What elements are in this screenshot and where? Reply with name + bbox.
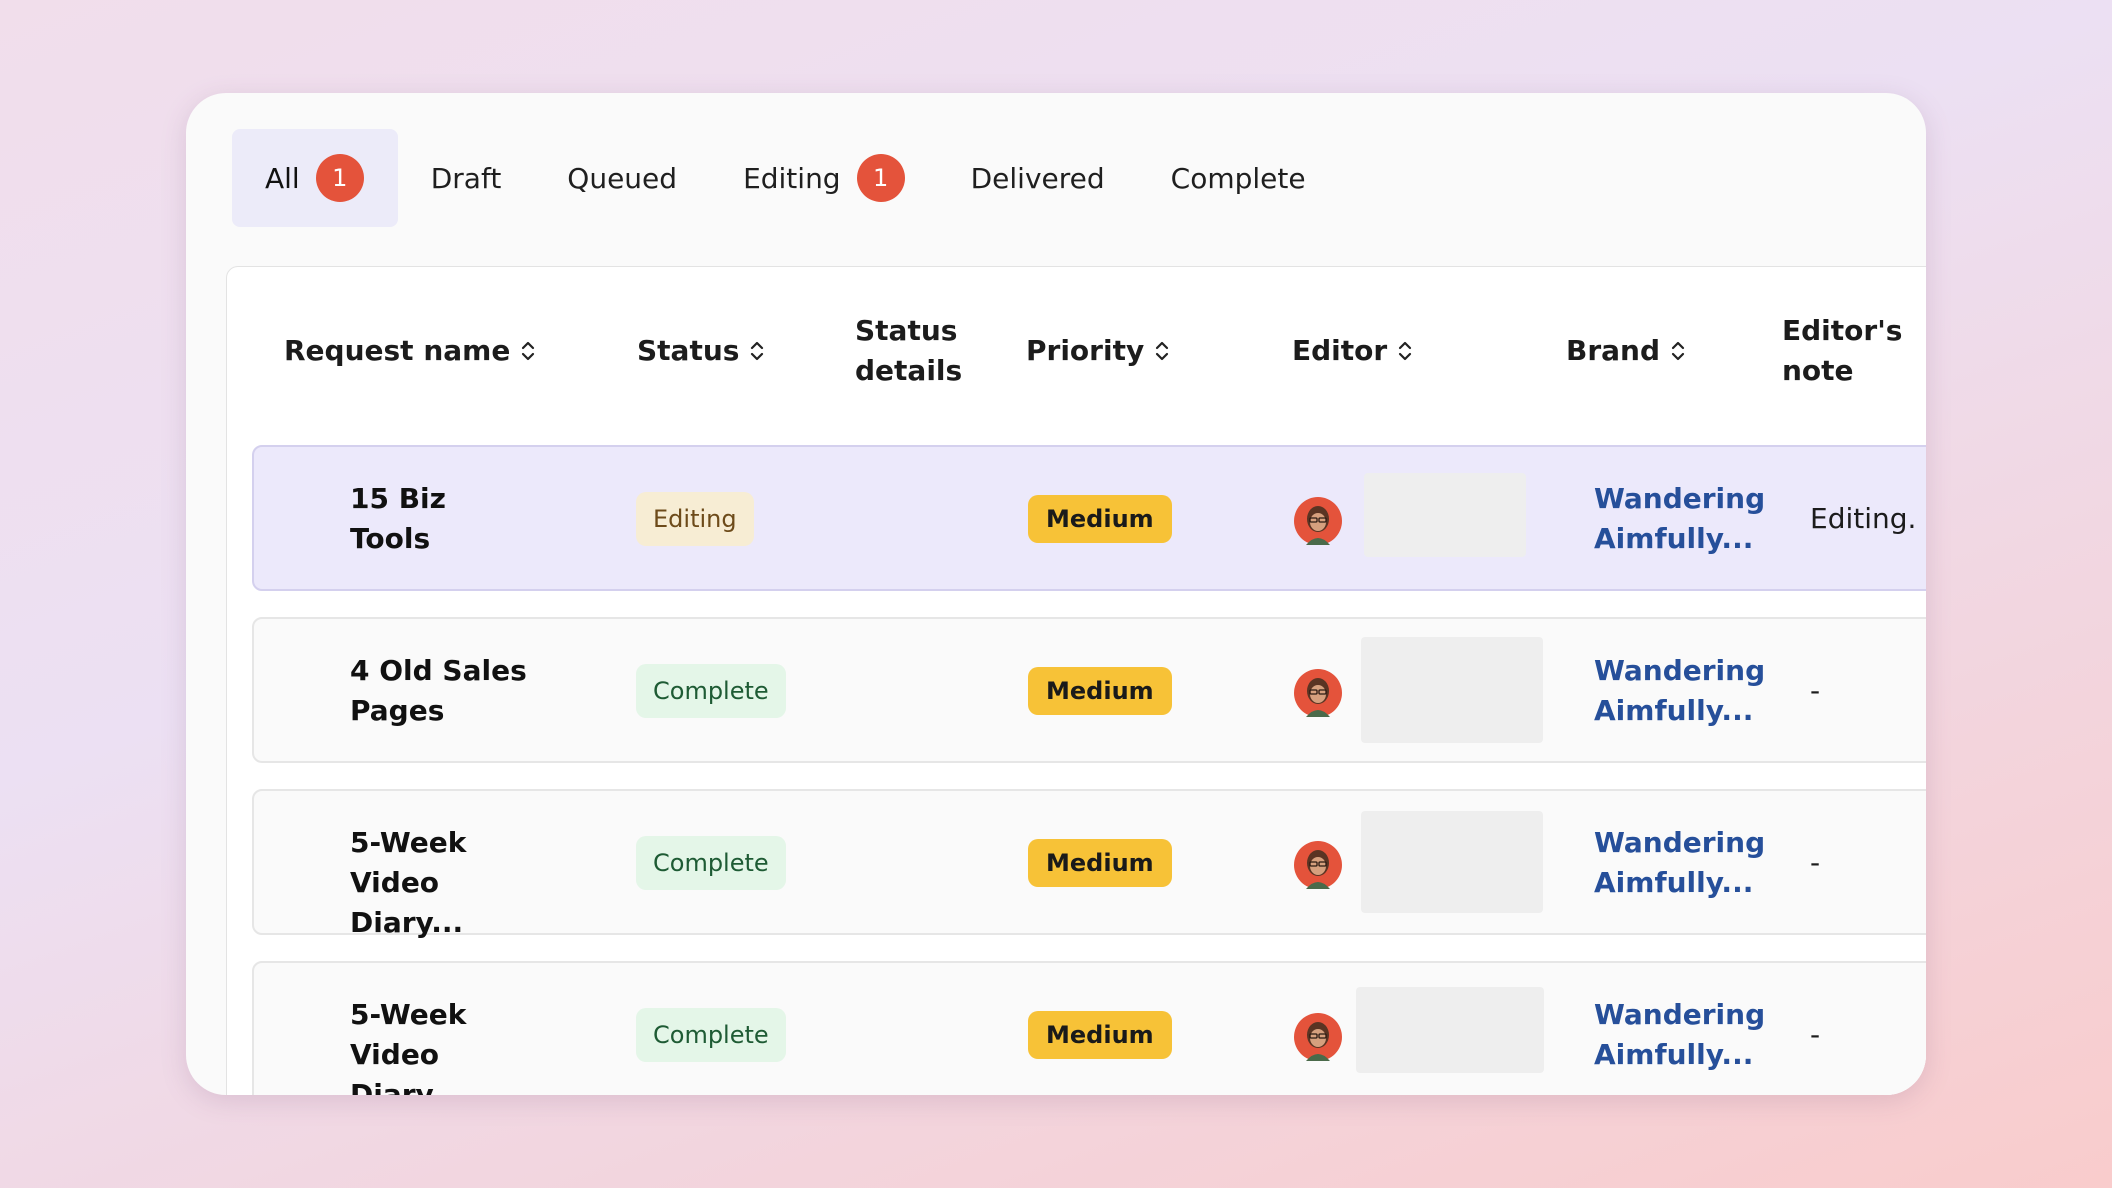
brand-line: Aimfully... [1594,866,1754,899]
priority-badge: Medium [1028,667,1172,715]
tab-label: Draft [430,161,502,195]
avatar[interactable] [1294,1013,1342,1061]
tab-draft[interactable]: Draft [398,129,535,227]
header-label: note [1782,354,1854,387]
editors-note: - [1810,674,1821,707]
editor-avatar-icon [1294,497,1342,545]
avatar[interactable] [1294,497,1342,545]
column-header-status-details: Status details [855,311,962,391]
status-badge: Complete [636,1008,786,1062]
tab-label: All [265,161,300,195]
table-row[interactable]: 5-Week Video Diary... Complete Medium Wa… [252,789,1926,939]
request-name[interactable]: 15 Biz Tools [350,479,550,559]
priority-badge: Medium [1028,839,1172,887]
brand-line: Wandering [1594,654,1766,687]
thumbnail-placeholder [1361,811,1543,913]
table-row[interactable]: 5-Week Video Diary... Complete Medium Wa… [252,961,1926,1095]
sort-icon [1154,339,1170,363]
status-badge: Editing [636,492,754,546]
editor-avatar-icon [1294,841,1342,889]
sort-icon [520,339,536,363]
request-name[interactable]: 5-Week Video Diary... [350,823,550,943]
tab-label: Complete [1170,161,1306,195]
request-name-line: 5-Week [350,826,467,859]
brand-link[interactable]: Wandering Aimfully... [1594,479,1765,559]
brand-link[interactable]: Wandering Aimfully... [1594,651,1765,731]
header-label: details [855,354,963,387]
header-label: Brand [1566,334,1661,367]
column-header-editor[interactable]: Editor [1292,331,1413,371]
header-label: Request name [284,334,511,367]
column-header-status[interactable]: Status [637,331,765,371]
header-label: Status [855,314,958,347]
brand-line: Wandering [1594,998,1766,1031]
header-label: Editor [1292,334,1388,367]
request-name-line: 4 Old Sales [350,654,527,687]
brand-link[interactable]: Wandering Aimfully... [1594,823,1765,903]
requests-table: Request name Status Status details Prior… [226,266,1926,1095]
avatar[interactable] [1294,669,1342,717]
brand-line: Aimfully... [1594,522,1754,555]
tab-label: Editing [743,161,841,195]
header-label: Status [637,334,740,367]
brand-line: Wandering [1594,482,1766,515]
count-badge: 1 [856,154,905,202]
status-tabs: All 1 Draft Queued Editing 1 Delivered C… [232,129,1339,227]
request-name-line: 15 Biz [350,482,446,515]
sort-icon [1670,339,1686,363]
status-badge: Complete [636,664,786,718]
header-label: Editor's [1782,314,1903,347]
tab-all[interactable]: All 1 [232,129,398,227]
editor-avatar-icon [1294,1013,1342,1061]
priority-badge: Medium [1028,495,1172,543]
editor-avatar-icon [1294,669,1342,717]
brand-line: Wandering [1594,826,1766,859]
request-name-line: Video Diary... [350,1038,464,1095]
status-badge: Complete [636,836,786,890]
sort-icon [749,339,765,363]
tab-delivered[interactable]: Delivered [938,129,1138,227]
column-header-request-name[interactable]: Request name [284,331,536,371]
tab-editing[interactable]: Editing 1 [710,129,938,227]
tab-label: Queued [567,161,678,195]
brand-line: Aimfully... [1594,1038,1754,1071]
request-name-line: Video Diary... [350,866,464,939]
tab-label: Delivered [970,161,1105,195]
column-header-editors-note: Editor's note [1782,311,1902,391]
request-name[interactable]: 5-Week Video Diary... [350,995,550,1095]
request-name-line: 5-Week [350,998,467,1031]
column-header-priority[interactable]: Priority [1026,331,1170,371]
editors-note: - [1810,846,1821,879]
thumbnail-placeholder [1364,473,1526,557]
tab-queued[interactable]: Queued [534,129,710,227]
column-header-brand[interactable]: Brand [1566,331,1686,371]
table-row[interactable]: 15 Biz Tools Editing Medium Wandering Ai… [252,445,1926,591]
request-name[interactable]: 4 Old Sales Pages [350,651,550,731]
tab-complete[interactable]: Complete [1138,129,1339,227]
avatar[interactable] [1294,841,1342,889]
thumbnail-placeholder [1356,987,1544,1073]
request-name-line: Tools [350,522,431,555]
count-badge: 1 [315,154,364,202]
editors-note: - [1810,1018,1821,1051]
table-row[interactable]: 4 Old Sales Pages Complete Medium Wander… [252,617,1926,763]
request-name-line: Pages [350,694,445,727]
requests-panel: All 1 Draft Queued Editing 1 Delivered C… [186,93,1926,1095]
brand-link[interactable]: Wandering Aimfully... [1594,995,1765,1075]
priority-badge: Medium [1028,1011,1172,1059]
sort-icon [1397,339,1413,363]
thumbnail-placeholder [1361,637,1543,743]
editors-note: Editing. [1810,502,1917,535]
header-label: Priority [1026,334,1145,367]
brand-line: Aimfully... [1594,694,1754,727]
